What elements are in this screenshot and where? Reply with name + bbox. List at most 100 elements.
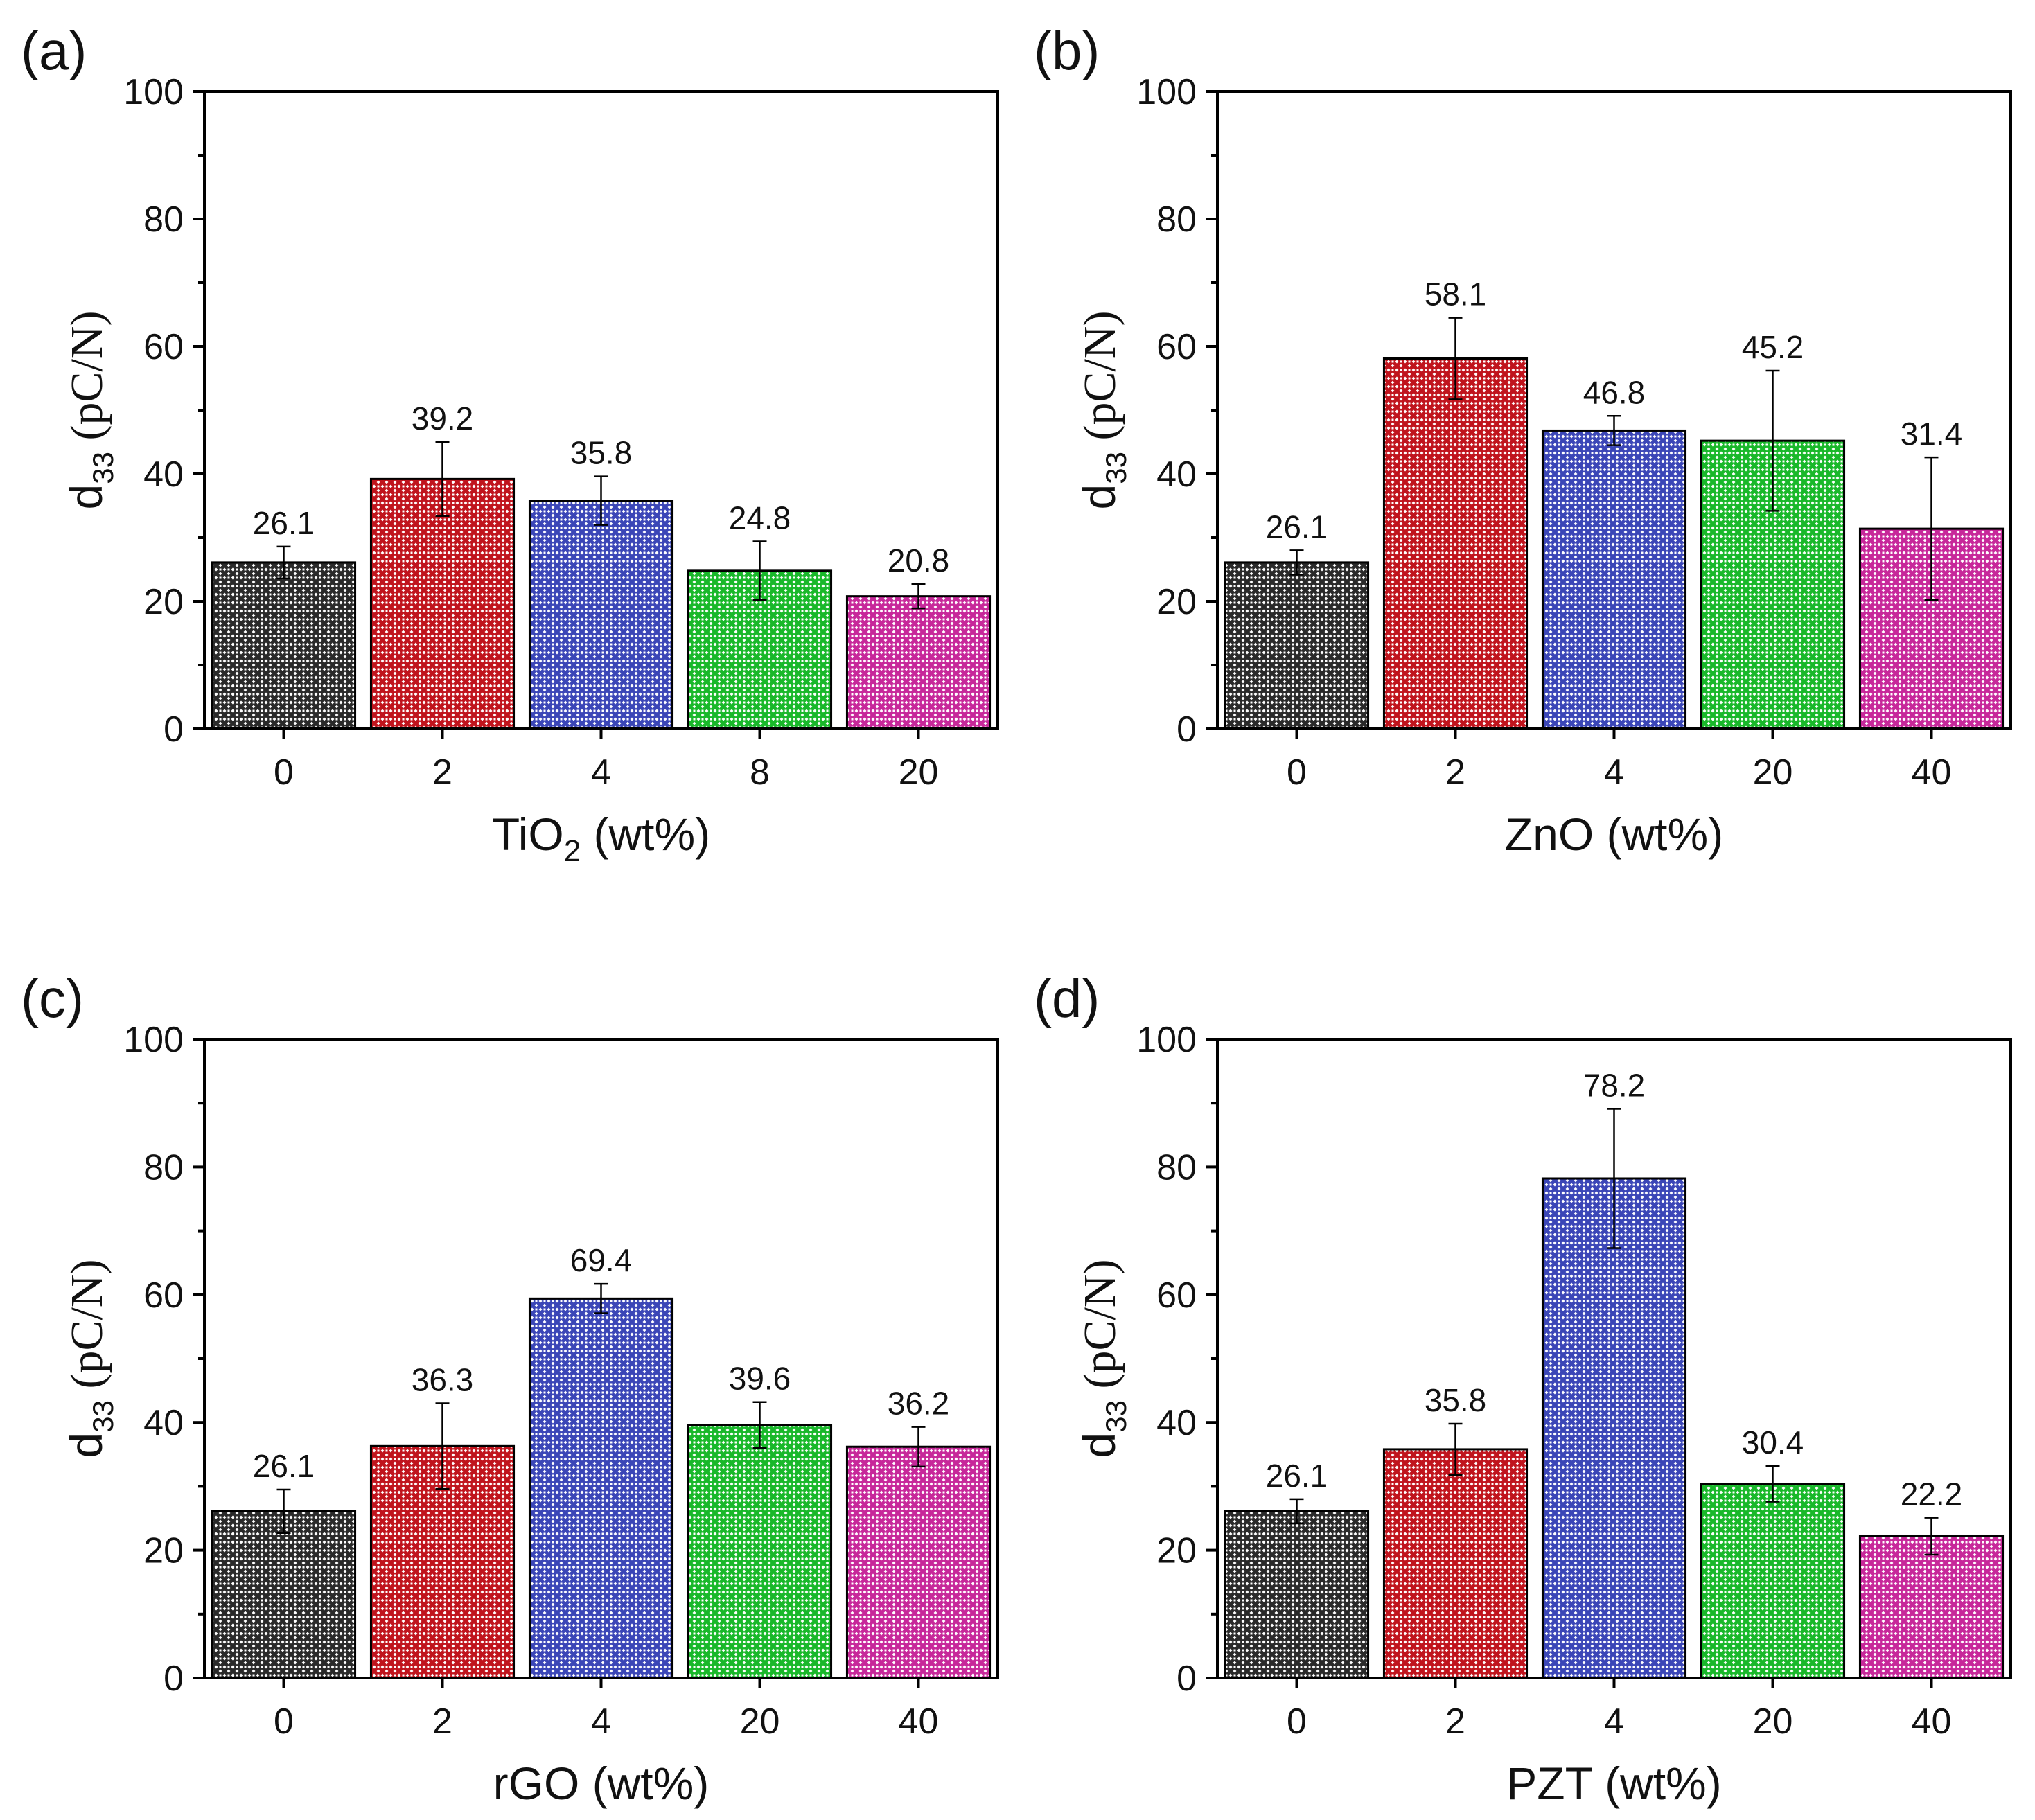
x-tick-label: 20 <box>740 1702 780 1742</box>
y-tick-label: 100 <box>1136 72 1197 112</box>
x-tick-label: 2 <box>432 752 452 793</box>
data-label: 30.4 <box>1742 1424 1804 1460</box>
data-label: 24.8 <box>729 500 791 536</box>
bar <box>1224 1510 1370 1679</box>
error-bar <box>1924 1517 1939 1556</box>
x-tick-label: 0 <box>1287 752 1307 793</box>
panel-label: (a) <box>21 20 87 81</box>
x-axis-title: PZT (wt%) <box>1506 1758 1721 1809</box>
chart-panel: (c) 26.1 0 36.3 2 69.4 4 39.6 20 36.2 40 0 20 40 60 80 1… <box>21 968 999 1809</box>
data-label: 20.8 <box>888 542 950 578</box>
y-tick-label: 60 <box>1156 327 1197 367</box>
error-bar <box>276 1488 291 1534</box>
error-bar <box>1607 1108 1621 1249</box>
y-tick-label: 60 <box>1156 1275 1197 1316</box>
plot-frame <box>203 90 999 730</box>
chart-panel: (b) 26.1 0 58.1 2 46.8 4 45.2 20 31.4 40 0 20 40 60 80 1… <box>1034 20 2012 860</box>
y-axis-title: d33 (pC/N) <box>60 311 119 510</box>
x-tick-label: 20 <box>1753 752 1793 793</box>
y-axis-title: d33 (pC/N) <box>60 1260 119 1458</box>
y-tick-label: 80 <box>143 1147 184 1187</box>
bar <box>1382 1448 1529 1679</box>
error-bar <box>1448 317 1463 400</box>
plot-frame <box>203 1038 999 1679</box>
x-axis-title: ZnO (wt%) <box>1505 809 1723 860</box>
x-tick-label: 0 <box>274 752 294 793</box>
error-bar <box>594 475 608 526</box>
plot-frame <box>1216 90 2012 730</box>
error-bar <box>911 583 926 610</box>
error-bar <box>276 545 291 580</box>
data-label: 26.1 <box>1266 1458 1328 1494</box>
y-tick-label: 20 <box>1156 582 1197 622</box>
panel-label: (c) <box>21 968 84 1029</box>
bar <box>1858 1535 2005 1679</box>
data-label: 39.2 <box>412 400 474 436</box>
y-tick-label: 40 <box>143 454 184 495</box>
y-tick-label: 80 <box>143 200 184 240</box>
y-tick-label: 80 <box>1156 200 1197 240</box>
x-axis-title: rGO (wt%) <box>493 1758 710 1809</box>
data-label: 78.2 <box>1583 1067 1646 1103</box>
x-tick-label: 4 <box>1604 752 1624 793</box>
bar <box>845 1445 992 1679</box>
x-tick-label: 20 <box>1753 1702 1793 1742</box>
data-label: 39.6 <box>729 1361 791 1397</box>
panel-label: (b) <box>1034 20 1100 81</box>
y-tick-label: 40 <box>1156 454 1197 495</box>
y-tick-label: 100 <box>1136 1020 1197 1060</box>
data-label: 69.4 <box>570 1242 633 1278</box>
bar <box>1224 561 1370 730</box>
x-tick-label: 4 <box>1604 1702 1624 1742</box>
bar <box>1541 429 1687 730</box>
bar <box>211 561 357 730</box>
x-tick-label: 40 <box>899 1702 939 1742</box>
x-tick-label: 2 <box>1445 1702 1465 1742</box>
data-label: 58.1 <box>1425 276 1487 312</box>
y-tick-label: 40 <box>143 1403 184 1443</box>
data-label: 31.4 <box>1901 416 1963 452</box>
x-tick-label: 0 <box>274 1702 294 1742</box>
y-tick-label: 60 <box>143 1275 184 1316</box>
panel-label: (d) <box>1034 968 1100 1029</box>
data-label: 35.8 <box>1425 1382 1487 1418</box>
error-bar <box>594 1282 608 1314</box>
y-tick-label: 0 <box>1177 709 1197 750</box>
data-label: 22.2 <box>1901 1476 1963 1512</box>
y-tick-label: 0 <box>1177 1659 1197 1699</box>
error-bar <box>1765 369 1780 512</box>
error-bar <box>1448 1422 1463 1476</box>
error-bar <box>1289 1498 1304 1525</box>
x-tick-label: 40 <box>1912 752 1952 793</box>
y-tick-label: 20 <box>143 1531 184 1571</box>
y-tick-label: 0 <box>164 1659 184 1699</box>
data-label: 36.2 <box>888 1386 950 1422</box>
y-axis-title: d33 (pC/N) <box>1073 311 1132 510</box>
error-bar <box>1765 1465 1780 1503</box>
bar <box>1382 357 1529 730</box>
data-label: 36.3 <box>412 1362 474 1398</box>
bar <box>845 595 992 730</box>
chart-panel: (a) 26.1 0 39.2 2 35.8 4 24.8 8 20.8 20 0 20 40 60 80 10… <box>21 20 999 868</box>
data-label: 35.8 <box>570 435 633 471</box>
plot-frame <box>1216 1038 2012 1679</box>
x-axis-title: TiO2 (wt%) <box>492 809 710 868</box>
x-tick-label: 4 <box>591 1702 611 1742</box>
y-tick-label: 60 <box>143 327 184 367</box>
error-bar <box>435 441 450 517</box>
error-bar <box>1924 456 1939 601</box>
error-bar <box>752 540 767 601</box>
bar <box>528 1297 674 1679</box>
x-tick-label: 0 <box>1287 1702 1307 1742</box>
error-bar <box>752 1401 767 1449</box>
x-tick-label: 8 <box>750 752 770 793</box>
x-tick-label: 2 <box>1445 752 1465 793</box>
y-tick-label: 80 <box>1156 1147 1197 1187</box>
y-tick-label: 100 <box>123 72 184 112</box>
bar <box>369 477 516 730</box>
error-bar <box>435 1402 450 1490</box>
error-bar <box>1607 415 1621 446</box>
x-tick-label: 20 <box>899 752 939 793</box>
y-tick-label: 40 <box>1156 1403 1197 1443</box>
